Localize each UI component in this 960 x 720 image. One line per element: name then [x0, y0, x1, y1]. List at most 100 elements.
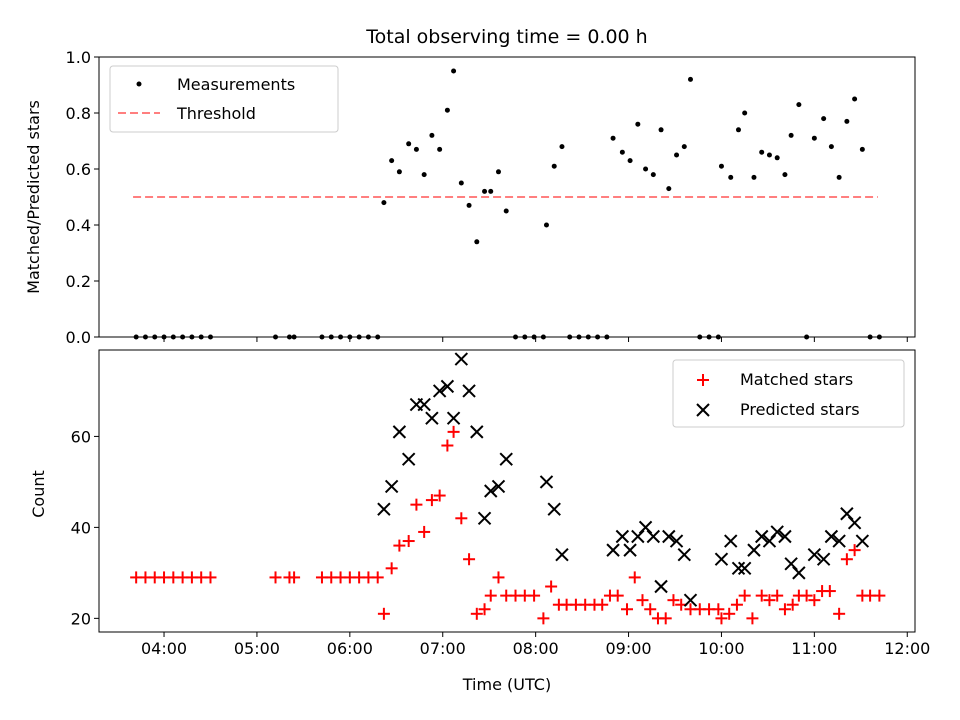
predicted-stars-point: [747, 543, 761, 557]
predicted-stars-point: [669, 534, 684, 548]
top-plot-area: 0.0 0.2 0.4 0.6 0.8 1.0: [66, 48, 908, 347]
predicted-stars-point: [855, 534, 870, 548]
measurements-point: [774, 155, 780, 161]
measurements-point: [735, 127, 741, 133]
matched-stars-point: [425, 494, 438, 507]
bottom-y-tick-label: 60: [71, 427, 91, 446]
predicted-stars-point: [470, 425, 484, 439]
matched-stars-point: [636, 594, 649, 607]
top-y-axis-label: Matched/Predicted stars: [24, 100, 43, 294]
predicted-stars-point: [662, 529, 676, 544]
predicted-stars-point: [807, 547, 822, 562]
predicted-stars-point: [778, 529, 792, 544]
matched-stars-point: [393, 539, 406, 552]
matched-stars-point: [667, 594, 680, 607]
predicted-stars-point: [491, 479, 506, 494]
matched-stars-point: [840, 553, 853, 566]
predicted-stars-point: [417, 397, 431, 412]
top-legend-box: [109, 65, 339, 133]
predicted-stars-point: [477, 511, 492, 525]
measurements-point: [406, 141, 412, 147]
measurements-point: [488, 188, 494, 194]
measurements-point: [859, 146, 865, 152]
legend-predicted-marker: [696, 403, 710, 417]
matched-stars-point: [528, 589, 541, 602]
legend-matched-label: Matched stars: [740, 370, 853, 389]
predicted-stars-point: [724, 534, 738, 548]
x-tick-label: 12:00: [884, 639, 930, 658]
predicted-stars-point: [816, 552, 831, 566]
matched-stars-point: [800, 589, 813, 602]
matched-stars-point: [596, 598, 609, 611]
matched-stars-point: [611, 589, 624, 602]
top-legend: Measurements Threshold: [109, 65, 339, 133]
matched-stars-point: [644, 603, 657, 616]
measurements-point: [766, 152, 772, 158]
predicted-stars-point: [555, 547, 569, 562]
predicted-stars-point: [714, 552, 729, 566]
predicted-stars-point: [446, 411, 461, 425]
top-y-tick-label: 1.0: [66, 48, 91, 67]
legend-threshold-label: Threshold: [176, 104, 256, 123]
x-tick-label: 10:00: [698, 639, 744, 658]
predicted-stars-point: [731, 561, 746, 576]
measurements-point: [495, 169, 501, 175]
predicted-stars-point: [654, 579, 668, 594]
top-y-tick-label: 0.0: [66, 328, 91, 347]
predicted-stars-point: [847, 516, 862, 530]
measurements-point: [451, 68, 457, 74]
predicted-stars-point: [737, 561, 752, 576]
matched-stars-point: [470, 607, 483, 620]
measurements-point: [788, 132, 794, 138]
bottom-legend-box: [672, 359, 905, 428]
measurements-point: [650, 172, 656, 178]
predicted-stars-point: [432, 384, 447, 398]
measurements-point: [852, 96, 858, 102]
measurements-point: [666, 186, 672, 192]
predicted-stars-point: [606, 543, 620, 557]
predicted-stars-point: [539, 475, 554, 489]
measurements-point: [674, 152, 680, 158]
measurements-point: [681, 144, 687, 150]
measurements-point: [796, 102, 802, 108]
matched-stars-point: [628, 571, 641, 584]
matched-stars-point: [771, 589, 784, 602]
matched-stars-point: [463, 553, 476, 566]
measurements-point: [782, 172, 788, 178]
x-tick-label: 08:00: [513, 639, 559, 658]
measurements-point: [466, 202, 472, 208]
matched-stars-point: [746, 612, 759, 625]
matched-stars-point: [545, 580, 558, 593]
predicted-stars-point: [615, 529, 630, 544]
matched-stars-point: [455, 512, 468, 525]
legend-measurements-label: Measurements: [177, 75, 295, 94]
measurements-point: [503, 208, 509, 214]
measurements-point: [458, 180, 464, 186]
measurements-point: [610, 135, 616, 141]
top-y-tick-label: 0.8: [66, 104, 91, 123]
predicted-stars-point: [484, 484, 498, 498]
measurements-point: [687, 76, 693, 82]
matched-stars-point: [712, 603, 725, 616]
top-y-tick-label: 0.4: [66, 216, 91, 235]
bottom-y-axis-label: Count: [29, 470, 48, 518]
measurements-point: [751, 174, 757, 180]
measurements-point: [742, 110, 748, 116]
measurements-point: [821, 116, 827, 122]
matched-stars-point: [204, 571, 217, 584]
measurements-point: [543, 222, 549, 228]
matched-stars-point: [377, 607, 390, 620]
matched-stars-point: [418, 525, 431, 538]
measurements-point: [844, 118, 850, 124]
measurements-point: [658, 127, 664, 133]
top-plot-frame: [98, 56, 916, 338]
matched-stars-point: [492, 571, 505, 584]
x-tick-label: 06:00: [327, 639, 373, 658]
matched-stars-point: [786, 598, 799, 611]
matched-stars-point: [433, 489, 446, 502]
predicted-stars-point: [623, 543, 637, 557]
x-tick-label: 09:00: [605, 639, 651, 658]
bottom-y-tick-label: 20: [71, 609, 91, 628]
measurements-point: [474, 239, 480, 245]
x-axis-label: Time (UTC): [462, 675, 551, 694]
